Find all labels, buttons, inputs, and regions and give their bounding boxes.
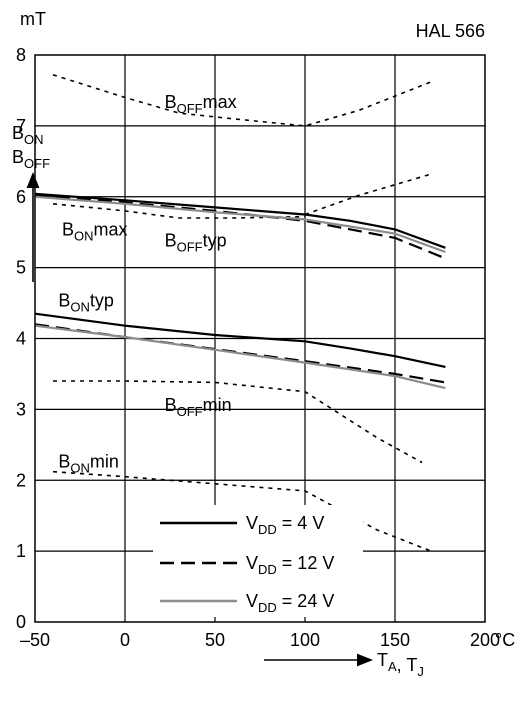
x-axis-label: TA, TJ (377, 650, 424, 679)
x-tick-label: 100 (290, 630, 320, 650)
y-tick-label: 4 (16, 329, 26, 349)
series-layer (34, 74, 446, 552)
label-bonmax: BONmax (62, 220, 128, 244)
y-axis-label: BON (12, 123, 44, 147)
y-tick-label: 0 (16, 612, 26, 632)
y-axis-label: BOFF (12, 147, 50, 171)
y-tick-label: 8 (16, 45, 26, 65)
y-tick-label: 6 (16, 187, 26, 207)
b-on-max-lower-dotted--line (52, 203, 306, 219)
b-off-max-line (52, 74, 432, 127)
plot-frame (34, 54, 486, 623)
y-tick-label: 3 (16, 399, 26, 419)
b-on-typ-line (34, 312, 446, 368)
b-off-typ-line (34, 195, 446, 254)
b-off-typ-line (34, 192, 446, 249)
legend-label: VDD = 24 V (246, 591, 334, 615)
label-bofftyp: BOFFtyp (165, 230, 227, 254)
x-unit-label: °C (495, 630, 515, 650)
x-tick-label: 0 (120, 630, 130, 650)
label-bonmin: BONmin (58, 451, 119, 475)
x-tick-label: 50 (205, 630, 225, 650)
y-tick-label: 5 (16, 258, 26, 278)
b-on-typ-line (34, 324, 446, 390)
legend-label: VDD = 12 V (246, 553, 334, 577)
x-tick-label: 200 (470, 630, 500, 650)
y-tick-label: 2 (16, 470, 26, 490)
y-tick-label: 1 (16, 541, 26, 561)
x-tick-label: –50 (20, 630, 50, 650)
b-on-min-line (52, 470, 432, 552)
legend-label: VDD = 4 V (246, 513, 324, 537)
label-boffmax: BOFFmax (165, 92, 237, 116)
label-bontyp: BONtyp (58, 291, 114, 315)
y-unit-label: mT (20, 9, 46, 29)
b-off-typ-line (34, 194, 446, 260)
b-off-min-line (53, 380, 423, 464)
chart-title: HAL 566 (416, 21, 485, 41)
x-tick-label: 150 (380, 630, 410, 650)
label-boffmin: BOFFmin (165, 395, 232, 419)
y-tick-label: 7 (16, 116, 26, 136)
b-on-max-upper-dotted--line (304, 173, 432, 216)
